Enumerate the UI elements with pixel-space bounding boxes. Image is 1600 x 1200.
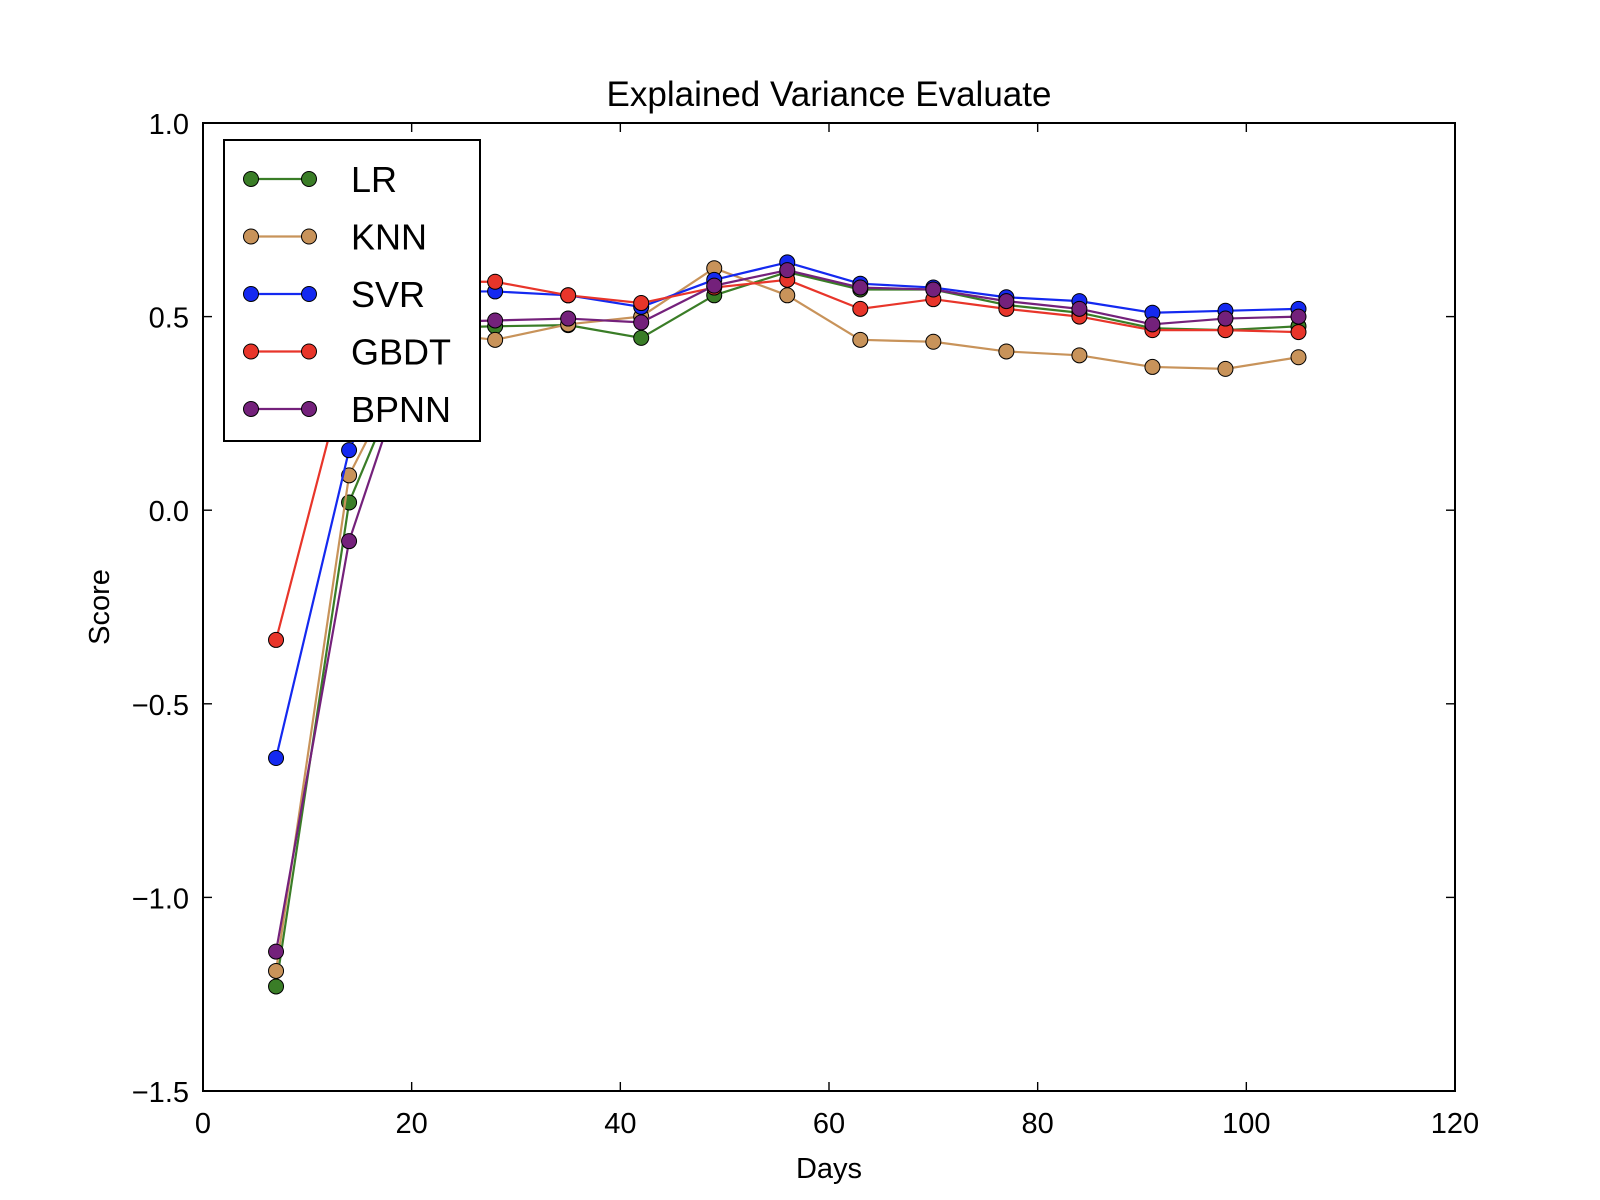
- legend-item-bpnn: BPNN: [243, 389, 451, 430]
- data-point-bpnn: [1217, 310, 1234, 327]
- legend-marker: [301, 171, 317, 187]
- legend-label: LR: [351, 159, 397, 200]
- data-point-bpnn: [560, 310, 577, 327]
- legend-label: KNN: [351, 217, 427, 258]
- data-point-knn: [1144, 358, 1161, 375]
- legend-item-gbdt: GBDT: [243, 332, 451, 373]
- data-point-bpnn: [1071, 300, 1088, 317]
- legend-marker: [243, 286, 259, 302]
- y-axis: −1.5 −1.0 −0.5 0.0 0.5 1.0: [132, 109, 1455, 1109]
- x-tick-label: 100: [1222, 1108, 1270, 1140]
- data-point-gbdt: [1290, 324, 1307, 341]
- data-point-bpnn: [779, 262, 796, 279]
- x-tick-label: 60: [813, 1108, 845, 1140]
- data-point-lr: [268, 978, 285, 995]
- data-point-bpnn: [487, 312, 504, 329]
- y-tick-label: −0.5: [132, 690, 189, 722]
- legend-label: SVR: [351, 274, 425, 315]
- data-point-knn: [998, 343, 1015, 360]
- legend-item-svr: SVR: [243, 274, 425, 315]
- legend-marker: [301, 401, 317, 417]
- y-tick-label: 0.5: [149, 303, 189, 335]
- data-point-bpnn: [1144, 316, 1161, 333]
- data-point-bpnn: [268, 943, 285, 960]
- data-point-bpnn: [925, 281, 942, 298]
- data-point-bpnn: [1290, 308, 1307, 325]
- data-point-svr: [268, 750, 285, 767]
- data-point-lr: [633, 329, 650, 346]
- data-point-bpnn: [706, 277, 723, 294]
- data-point-knn: [852, 331, 869, 348]
- legend-marker: [243, 171, 259, 187]
- data-point-knn: [268, 962, 285, 979]
- legend-item-knn: KNN: [243, 217, 427, 258]
- x-tick-label: 20: [396, 1108, 428, 1140]
- y-tick-label: 0.0: [149, 496, 189, 528]
- data-point-knn: [925, 333, 942, 350]
- data-point-gbdt: [633, 295, 650, 312]
- legend-marker: [301, 228, 317, 245]
- y-tick-label: −1.0: [132, 883, 189, 915]
- data-point-knn: [487, 331, 504, 348]
- data-point-knn: [341, 467, 358, 484]
- legend-label: BPNN: [351, 389, 451, 430]
- legend-marker: [243, 228, 259, 245]
- data-point-knn: [1071, 347, 1088, 364]
- y-tick-label: 1.0: [149, 109, 189, 141]
- legend-marker: [243, 401, 259, 417]
- x-tick-label: 80: [1022, 1108, 1054, 1140]
- legend-marker: [301, 343, 317, 360]
- data-point-bpnn: [633, 314, 650, 331]
- legend: LR KNN SVR GBDT BPNN: [223, 139, 481, 442]
- data-point-svr: [341, 442, 358, 459]
- data-point-gbdt: [852, 300, 869, 317]
- data-point-knn: [779, 287, 796, 304]
- chart-title: Explained Variance Evaluate: [607, 75, 1052, 114]
- data-point-bpnn: [341, 533, 358, 550]
- y-tick-label: −1.5: [132, 1077, 189, 1109]
- data-point-bpnn: [852, 279, 869, 296]
- legend-marker: [301, 286, 317, 302]
- data-point-bpnn: [998, 293, 1015, 310]
- legend-marker: [243, 343, 259, 360]
- x-tick-label: 40: [604, 1108, 636, 1140]
- data-point-gbdt: [560, 287, 577, 304]
- x-axis-title: Days: [796, 1153, 862, 1185]
- x-tick-label: 120: [1431, 1108, 1479, 1140]
- data-point-gbdt: [487, 273, 504, 290]
- legend-label: GBDT: [351, 332, 451, 373]
- data-point-knn: [1290, 349, 1307, 366]
- x-axis: 0 20 40 60 80 100 120: [195, 123, 1479, 1140]
- y-axis-title: Score: [84, 569, 116, 645]
- data-point-knn: [1217, 360, 1234, 377]
- legend-box: [223, 139, 481, 442]
- data-point-gbdt: [268, 631, 285, 648]
- x-tick-label: 0: [195, 1108, 211, 1140]
- legend-item-lr: LR: [243, 159, 397, 200]
